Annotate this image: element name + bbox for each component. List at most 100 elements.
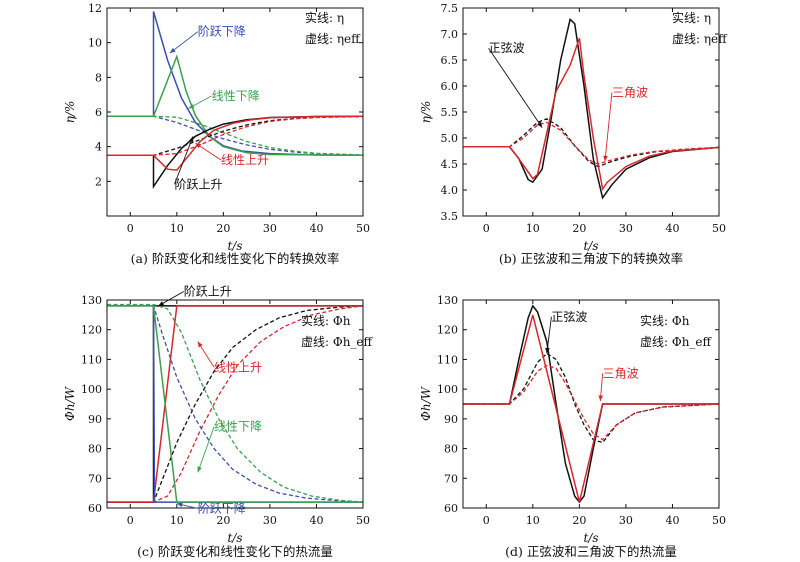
y-tick-label: 10 bbox=[88, 37, 102, 50]
label-arrow-head bbox=[195, 143, 202, 149]
y-tick-label: 110 bbox=[437, 353, 458, 366]
y-axis-title: Φh/W bbox=[419, 385, 433, 421]
label-arrow-line bbox=[174, 136, 194, 185]
legend-note: 虚线: Φh_eff bbox=[640, 335, 713, 349]
y-tick-label: 2 bbox=[95, 175, 102, 188]
y-tick-label: 4.5 bbox=[441, 158, 459, 171]
series-line-dashed bbox=[463, 352, 720, 444]
y-tick-label: 4 bbox=[95, 141, 102, 154]
label-arrow-head bbox=[169, 47, 176, 54]
y-tick-label: 100 bbox=[437, 383, 458, 396]
x-tick-label: 10 bbox=[170, 514, 184, 527]
x-tick-label: 0 bbox=[483, 222, 490, 235]
label-arrow-head bbox=[197, 341, 203, 348]
series-label: 线性下降 bbox=[212, 89, 260, 103]
series-line-solid bbox=[107, 115, 364, 171]
y-tick-label: 8 bbox=[95, 71, 102, 84]
y-axis-title: η/% bbox=[63, 101, 77, 124]
x-axis-title: t/s bbox=[227, 239, 242, 253]
y-tick-label: 6 bbox=[95, 106, 102, 119]
series-line-dashed bbox=[107, 305, 364, 503]
chart-panel-a: 0 10 20 30 40 50 2 4 6 8 10 12 t/s η/% 实线: η 虚线: ηeff 阶跃… bbox=[63, 2, 370, 266]
y-tick-label: 6.0 bbox=[441, 80, 459, 93]
series-label: 线性上升 bbox=[221, 153, 269, 167]
y-tick-label: 6.5 bbox=[441, 54, 459, 67]
x-tick-label: 20 bbox=[572, 222, 586, 235]
panel-caption: (d) 正弦波和三角波下的热流量 bbox=[505, 544, 677, 559]
plot-frame bbox=[106, 299, 364, 509]
x-axis-title: t/s bbox=[583, 531, 598, 545]
label-arrow-head bbox=[537, 121, 543, 128]
x-tick-label: 50 bbox=[712, 514, 726, 527]
x-tick-label: 30 bbox=[619, 514, 633, 527]
legend-note: 虚线: ηeff bbox=[672, 32, 728, 46]
y-tick-label: 5.0 bbox=[441, 132, 459, 145]
y-tick-label: 60 bbox=[444, 502, 458, 515]
series-label: 阶跃下降 bbox=[198, 501, 246, 515]
y-tick-label: 12 bbox=[88, 2, 102, 15]
x-tick-label: 20 bbox=[216, 514, 230, 527]
y-tick-label: 120 bbox=[81, 324, 102, 337]
y-tick-label: 5.5 bbox=[441, 106, 459, 119]
label-arrow-head bbox=[158, 301, 165, 306]
series-line-solid bbox=[463, 304, 719, 504]
x-tick-label: 40 bbox=[665, 222, 679, 235]
y-tick-label: 90 bbox=[88, 413, 102, 426]
x-tick-label: 50 bbox=[712, 222, 726, 235]
y-tick-label: 120 bbox=[437, 324, 458, 337]
label-arrow-line bbox=[169, 31, 199, 54]
x-axis-title: t/s bbox=[583, 239, 598, 253]
series-label: 三角波 bbox=[603, 366, 639, 380]
x-tick-label: 50 bbox=[356, 514, 370, 527]
y-tick-label: 80 bbox=[88, 443, 102, 456]
series-label: 正弦波 bbox=[489, 40, 525, 55]
x-tick-label: 30 bbox=[619, 222, 633, 235]
legend-note: 实线: η bbox=[672, 10, 711, 25]
label-arrow-head bbox=[603, 155, 608, 162]
series-label: 三角波 bbox=[612, 85, 648, 99]
x-tick-label: 30 bbox=[263, 514, 277, 527]
y-tick-label: 130 bbox=[81, 294, 102, 307]
series-line-dashed bbox=[107, 115, 364, 156]
series-label: 线性上升 bbox=[214, 360, 262, 374]
label-arrow-head bbox=[197, 466, 202, 473]
series-label: 阶跃上升 bbox=[174, 177, 222, 191]
series-line-dashed bbox=[463, 121, 720, 165]
series-line-dashed bbox=[463, 364, 720, 441]
series-line-solid bbox=[107, 115, 364, 189]
legend-note: 实线: Φh bbox=[640, 313, 690, 328]
x-tick-label: 10 bbox=[526, 514, 540, 527]
series-line-dashed bbox=[107, 115, 364, 156]
legend-note: 实线: η bbox=[305, 10, 344, 25]
y-tick-label: 100 bbox=[81, 383, 102, 396]
label-arrow-head bbox=[188, 103, 195, 109]
y-axis-title: Φh/W bbox=[63, 385, 77, 421]
legend-note: 虚线: ηeff bbox=[305, 32, 361, 46]
chart-panel-b: 0 10 20 30 40 50 3.5 4.0 4.5 5.0 5.5 6.0 6.5 7.0 7.5 t/… bbox=[419, 2, 728, 266]
label-arrow-head bbox=[598, 395, 604, 402]
x-tick-label: 40 bbox=[665, 514, 679, 527]
label-arrow-line bbox=[488, 47, 543, 128]
panel-caption: (c) 阶跃变化和线性变化下的热流量 bbox=[137, 544, 333, 559]
x-tick-label: 30 bbox=[263, 222, 277, 235]
x-tick-label: 50 bbox=[356, 222, 370, 235]
y-tick-label: 130 bbox=[437, 294, 458, 307]
x-tick-label: 0 bbox=[127, 514, 134, 527]
plot-frame bbox=[462, 299, 720, 509]
series-line-solid bbox=[107, 54, 364, 157]
series-line-solid bbox=[463, 17, 720, 200]
chart-panel-d: 0 10 20 30 40 50 60 70 80 90 100 110 120 130 t/s Φh/W 实线… bbox=[419, 294, 726, 559]
x-tick-label: 0 bbox=[127, 222, 134, 235]
panel-caption: (a) 阶跃变化和线性变化下的转换效率 bbox=[131, 251, 340, 266]
x-axis-title: t/s bbox=[227, 531, 242, 545]
x-tick-label: 10 bbox=[526, 222, 540, 235]
label-arrow-head bbox=[188, 136, 194, 143]
series-line-dashed bbox=[107, 305, 364, 503]
series-line-solid bbox=[107, 305, 363, 503]
y-tick-label: 70 bbox=[444, 472, 458, 485]
x-tick-label: 40 bbox=[309, 222, 323, 235]
y-tick-label: 7.5 bbox=[441, 2, 459, 15]
label-arrow-line bbox=[197, 426, 215, 473]
y-tick-label: 80 bbox=[444, 443, 458, 456]
x-tick-label: 10 bbox=[170, 222, 184, 235]
